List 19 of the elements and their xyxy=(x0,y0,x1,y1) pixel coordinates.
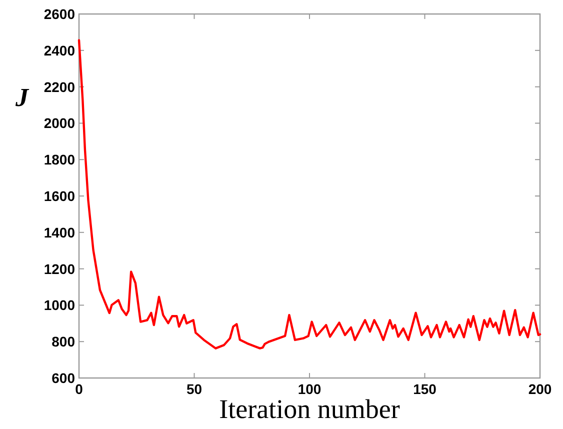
y-tick-label: 1600 xyxy=(44,188,76,204)
y-tick-label: 1000 xyxy=(44,297,76,314)
x-tick-label: 100 xyxy=(298,381,322,397)
line-series xyxy=(78,39,542,350)
x-tick-label: 0 xyxy=(75,381,84,397)
y-tick-label: 2000 xyxy=(44,115,76,132)
y-tick-label: 1400 xyxy=(44,224,76,240)
x-tick-label: 50 xyxy=(186,381,202,397)
x-tick-label: 200 xyxy=(528,381,552,397)
x-axis-title: Iteration number xyxy=(219,394,400,424)
y-tick-label: 800 xyxy=(52,334,76,350)
y-tick-label: 1800 xyxy=(44,152,76,168)
y-tick-label: 2200 xyxy=(44,78,76,95)
y-axis-title: J xyxy=(14,83,30,112)
x-tick-label: 150 xyxy=(413,381,437,397)
y-tick-label: 600 xyxy=(52,370,76,386)
y-tick-label: 2400 xyxy=(44,42,76,58)
y-tick-label: 2600 xyxy=(44,6,76,22)
y-tick-label: 1200 xyxy=(44,260,76,277)
